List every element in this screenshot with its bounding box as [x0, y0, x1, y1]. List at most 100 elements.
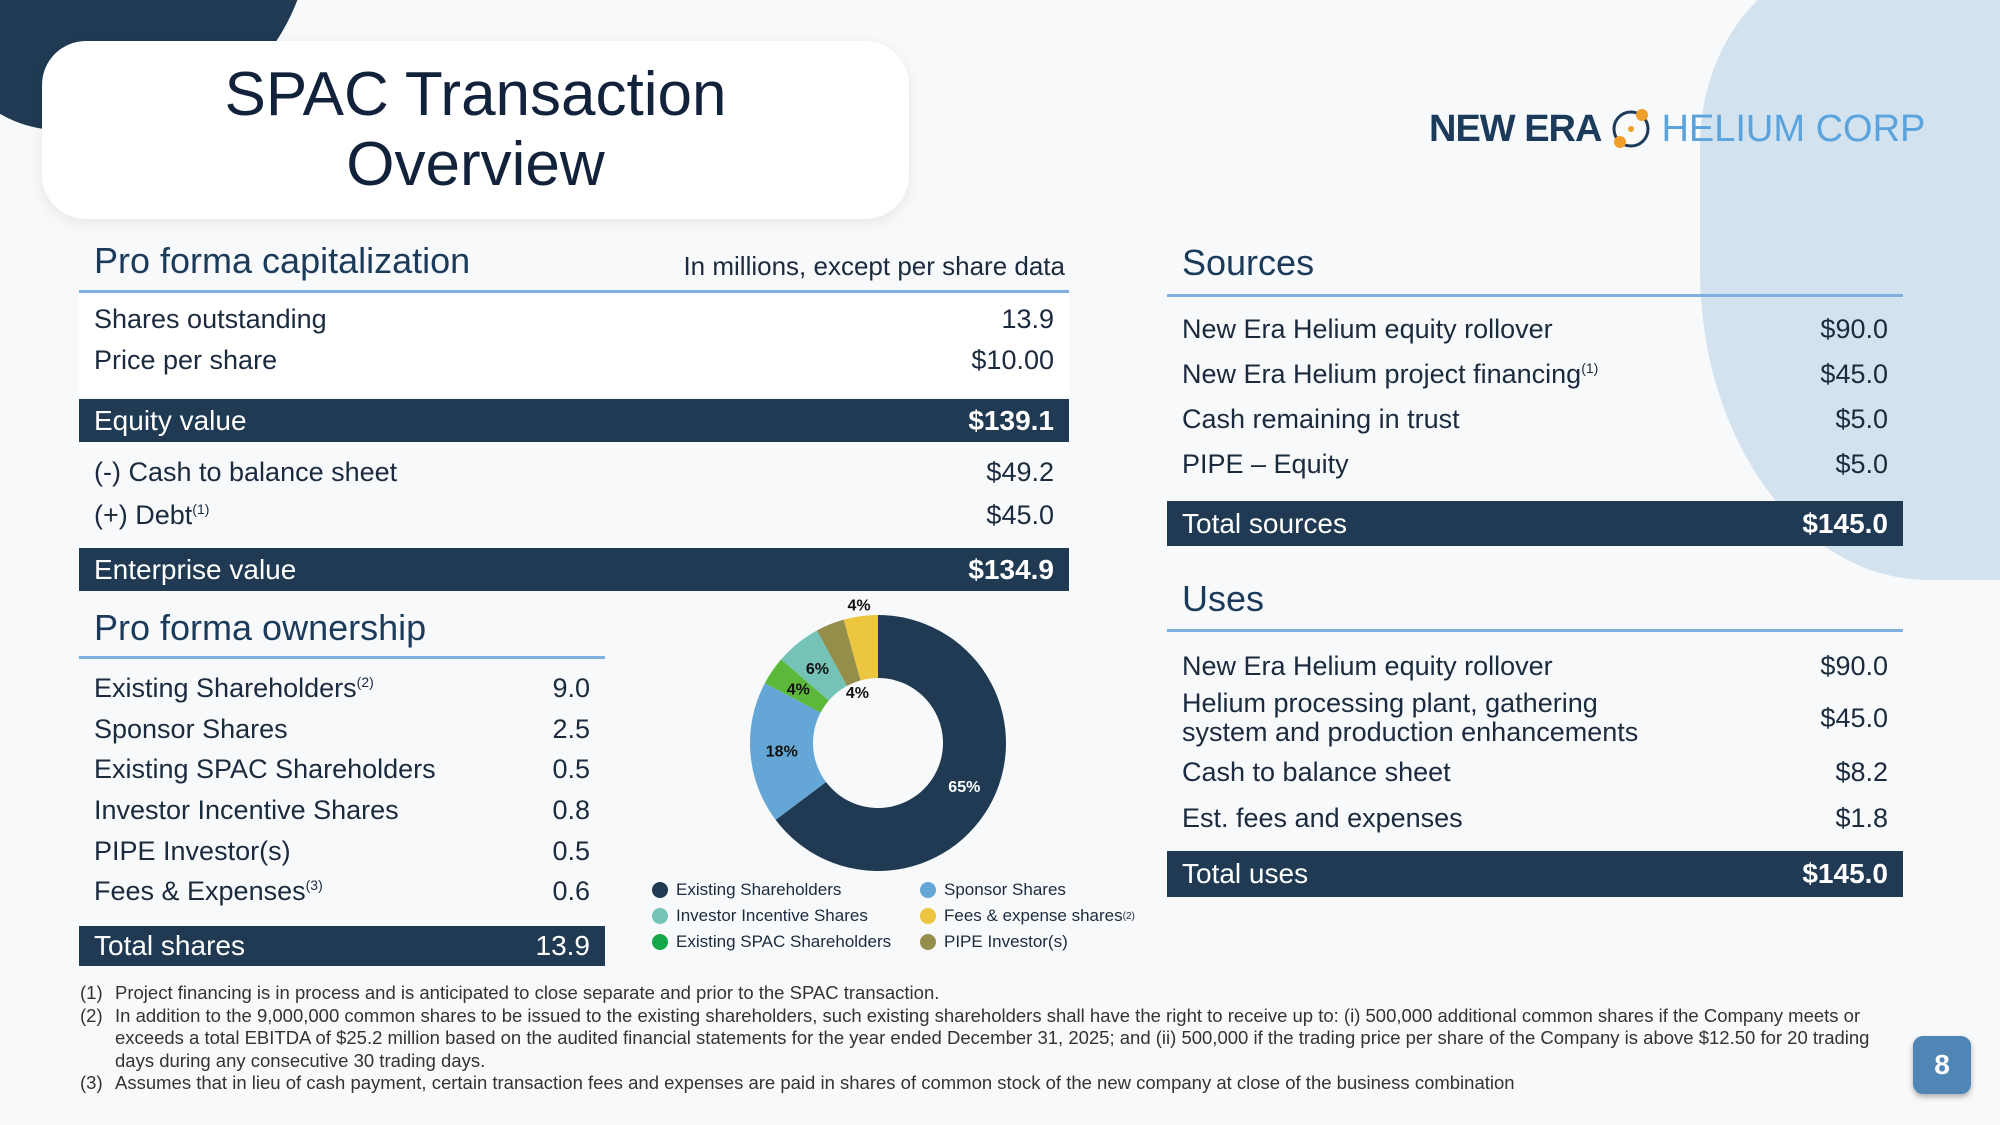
divider	[79, 290, 1069, 293]
footnote-ref: (1)	[192, 500, 210, 517]
row-label: Total uses	[1182, 858, 1309, 889]
row-label: Investor Incentive Shares	[94, 795, 399, 826]
divider	[1167, 294, 1903, 297]
label-text: New Era Helium equity rollover	[1182, 314, 1553, 344]
row-label: Existing Shareholders(2)	[94, 673, 374, 704]
row-value: $5.0	[1835, 404, 1888, 434]
legend-swatch-icon	[652, 882, 668, 898]
donut-slice	[843, 615, 878, 681]
footnote: (1) Project financing is in process and i…	[80, 982, 1880, 1005]
legend-item: Sponsor Shares	[920, 880, 1172, 900]
table-row: PIPE – Equity $5.0	[1167, 442, 1903, 487]
footnotes: (1) Project financing is in process and i…	[80, 982, 1880, 1095]
total-shares-row: Total shares 13.9	[79, 926, 605, 966]
divider	[1167, 629, 1903, 632]
label-line: system and production enhancements	[1182, 717, 1639, 747]
label-text: (+) Debt	[94, 499, 193, 530]
table-row: Price per share $10.00	[79, 338, 1069, 382]
sources-rows: New Era Helium equity rollover $90.0 New E…	[1167, 307, 1903, 487]
ownership-rows: Existing Shareholders(2) 9.0 Sponsor Share…	[79, 668, 605, 912]
footnote-text: In addition to the 9,000,000 common shar…	[115, 1004, 1870, 1071]
row-label: PIPE Investor(s)	[94, 836, 291, 867]
row-value: 0.5	[552, 754, 590, 785]
donut-slice	[781, 630, 847, 701]
legend-item: Investor Incentive Shares	[652, 906, 920, 926]
table-row: New Era Helium equity rollover $90.0	[1167, 645, 1903, 687]
ownership-donut-chart: 65% 18% 4% 6% 4% 4%	[750, 597, 1006, 871]
total-uses-row: Total uses $145.0	[1167, 851, 1903, 897]
row-value: 13.9	[535, 930, 591, 961]
company-logo: NEW ERA HELIUM CORP	[1429, 105, 1925, 153]
table-row: Helium processing plant, gathering system…	[1167, 687, 1903, 749]
legend-item: Fees & expense shares (2)	[920, 906, 1172, 926]
row-value: $1.8	[1835, 802, 1888, 833]
table-row: New Era Helium equity rollover $90.0	[1167, 307, 1903, 352]
row-value: $90.0	[1820, 314, 1888, 344]
label-text: Existing SPAC Shareholders	[94, 754, 436, 785]
table-row: Est. fees and expenses $1.8	[1167, 795, 1903, 841]
total-sources-row: Total sources $145.0	[1167, 501, 1903, 546]
page-title: SPAC Transaction Overview	[224, 60, 727, 199]
row-label: Enterprise value	[94, 553, 297, 585]
table-row: Shares outstanding 13.9	[79, 294, 1069, 338]
divider	[79, 656, 605, 659]
slice-label: 4%	[846, 685, 869, 702]
row-label: Est. fees and expenses	[1182, 802, 1463, 833]
units-note: In millions, except per share data	[683, 251, 1065, 281]
slice-label: 4%	[787, 682, 810, 699]
row-label: Sponsor Shares	[94, 714, 288, 745]
legend-swatch-icon	[652, 908, 668, 924]
table-row: Cash to balance sheet $8.2	[1167, 749, 1903, 795]
capitalization-rows: Shares outstanding 13.9 Price per share $1…	[79, 294, 1069, 396]
row-value: $145.0	[1802, 858, 1888, 889]
label-line: Helium processing plant, gathering	[1182, 688, 1598, 718]
label-text: PIPE – Equity	[1182, 449, 1349, 479]
row-value: $49.2	[986, 456, 1054, 487]
decorative-shape	[1700, 0, 2000, 580]
donut-slice	[816, 619, 861, 686]
table-row: (+) Debt(1) $45.0	[79, 495, 1069, 535]
row-value: 0.6	[552, 876, 590, 907]
row-value: $45.0	[1820, 359, 1888, 389]
label-text: Fees & Expenses	[94, 876, 306, 907]
row-label: Equity value	[94, 404, 247, 436]
table-row: Fees & Expenses(3) 0.6	[79, 871, 605, 912]
footnote-ref: (1)	[1581, 360, 1599, 376]
slice-label: 18%	[766, 744, 798, 761]
table-row: Existing SPAC Shareholders 0.5	[79, 749, 605, 790]
row-label: Shares outstanding	[94, 303, 327, 334]
label-text: Investor Incentive Shares	[94, 794, 399, 825]
footnote-number: (3)	[80, 1072, 103, 1093]
table-row: (-) Cash to balance sheet $49.2	[79, 452, 1069, 492]
capitalization-heading: Pro forma capitalization	[94, 240, 471, 281]
row-value: 13.9	[1001, 303, 1054, 334]
row-label: Existing SPAC Shareholders	[94, 754, 436, 785]
donut-slice	[775, 615, 1006, 871]
row-label: Helium processing plant, gathering system…	[1182, 689, 1638, 747]
donut-slice	[750, 683, 827, 820]
legend-swatch-icon	[920, 908, 936, 924]
footnote-ref: (2)	[1122, 910, 1135, 922]
table-row: PIPE Investor(s) 0.5	[79, 831, 605, 872]
table-row: Cash remaining in trust $5.0	[1167, 397, 1903, 442]
row-value: $139.1	[968, 404, 1054, 436]
legend-item: Existing Shareholders	[652, 880, 920, 900]
page-number: 8	[1913, 1036, 1971, 1094]
row-label: Price per share	[94, 344, 278, 375]
legend-label: Investor Incentive Shares	[676, 906, 868, 925]
legend-item: PIPE Investor(s)	[920, 932, 1172, 952]
footnote-number: (2)	[80, 1004, 103, 1026]
label-text: New Era Helium project financing	[1182, 359, 1582, 389]
legend-swatch-icon	[920, 934, 936, 950]
row-value: $90.0	[1820, 650, 1888, 681]
legend-label: Fees & expense shares	[944, 906, 1123, 925]
row-label: New Era Helium equity rollover	[1182, 650, 1553, 681]
row-value: $45.0	[1820, 702, 1888, 733]
legend-label: PIPE Investor(s)	[944, 932, 1068, 951]
donut-slice	[764, 659, 829, 713]
label-text: PIPE Investor(s)	[94, 835, 291, 866]
footnote-text: Assumes that in lieu of cash payment, ce…	[115, 1072, 1515, 1093]
footnote-ref: (3)	[305, 877, 323, 894]
row-value: $5.0	[1835, 449, 1888, 479]
table-row: Investor Incentive Shares 0.8	[79, 790, 605, 831]
